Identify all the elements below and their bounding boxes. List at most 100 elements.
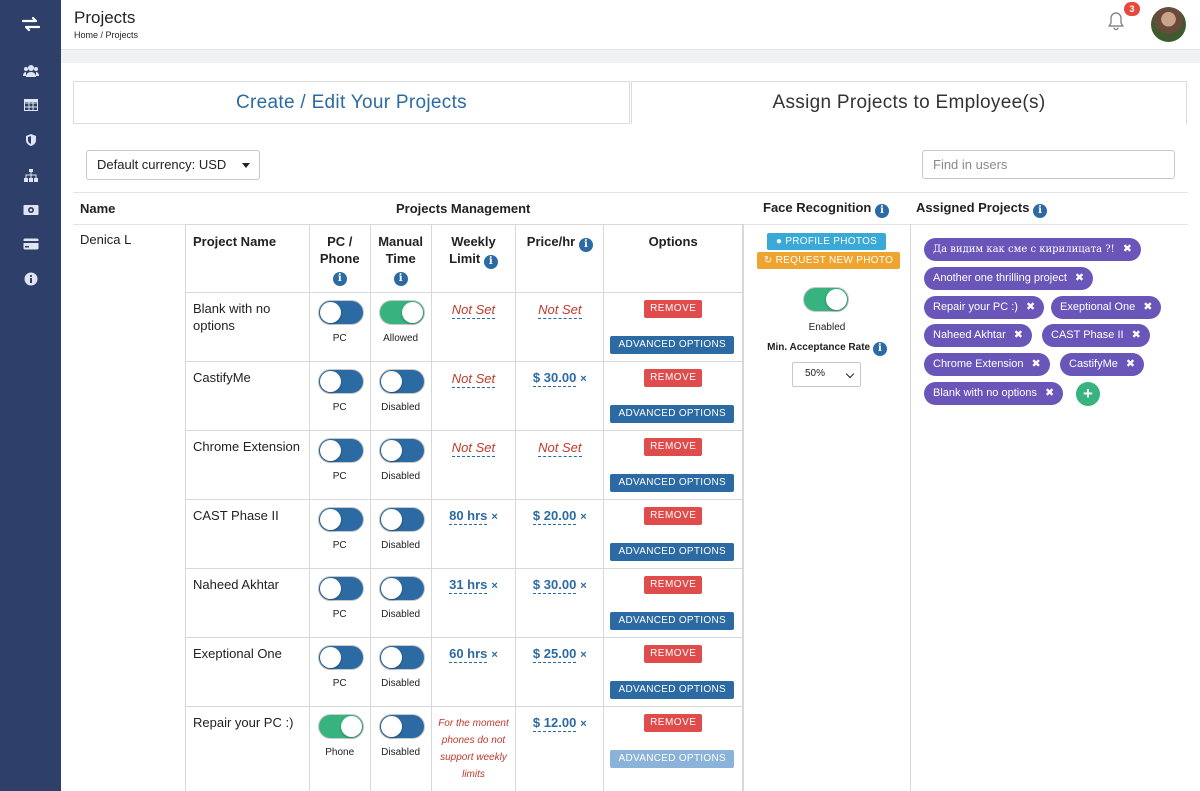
remove-button[interactable]: REMOVE <box>644 438 703 456</box>
assigned-project-chip[interactable]: Exeptional One ✖ <box>1051 296 1162 319</box>
remove-button[interactable]: REMOVE <box>644 714 703 732</box>
info-icon[interactable]: i <box>874 204 889 218</box>
assigned-project-chip[interactable]: Blank with no options ✖ <box>924 382 1064 405</box>
device-toggle[interactable] <box>317 507 364 532</box>
remove-chip-icon[interactable]: ✖ <box>1125 358 1136 370</box>
remove-chip-icon[interactable]: ✖ <box>1074 272 1085 284</box>
device-toggle[interactable] <box>317 300 364 325</box>
clear-icon[interactable]: × <box>491 511 498 523</box>
weekly-limit-link[interactable]: 80 hrs <box>449 508 488 525</box>
request-photo-button[interactable]: ↻ REQUEST NEW PHOTO <box>757 252 900 269</box>
price-link[interactable]: $ 20.00 <box>532 508 577 525</box>
weekly-limit-link[interactable]: Not Set <box>451 440 496 457</box>
table-row: Blank with no options PC Allowed Not Set… <box>186 293 743 362</box>
info-icon[interactable]: i <box>1033 204 1048 218</box>
assigned-project-chip[interactable]: Chrome Extension ✖ <box>924 353 1050 376</box>
price-link[interactable]: $ 25.00 <box>532 646 577 663</box>
search-input[interactable] <box>922 150 1175 179</box>
manual-time-toggle[interactable] <box>378 714 425 739</box>
column-assigned-projects-label: Assigned Projects <box>916 200 1030 215</box>
remove-chip-icon[interactable]: ✖ <box>1131 329 1141 341</box>
clear-icon[interactable]: × <box>580 511 587 523</box>
price-link[interactable]: $ 30.00 <box>532 370 577 387</box>
remove-button[interactable]: REMOVE <box>644 576 703 594</box>
device-toggle[interactable] <box>317 714 364 739</box>
table-icon[interactable] <box>0 93 61 117</box>
remove-button[interactable]: REMOVE <box>644 645 703 663</box>
clear-icon[interactable]: × <box>491 580 498 592</box>
clear-icon[interactable]: × <box>580 718 587 730</box>
assigned-project-chip[interactable]: Repair your PC :) ✖ <box>924 296 1045 319</box>
remove-button[interactable]: REMOVE <box>644 300 703 318</box>
manual-time-toggle[interactable] <box>378 507 425 532</box>
assigned-project-chip[interactable]: Naheed Akhtar ✖ <box>924 324 1032 347</box>
manual-time-toggle[interactable] <box>378 645 425 670</box>
manual-time-toggle[interactable] <box>378 369 425 394</box>
clear-icon[interactable]: × <box>491 649 498 661</box>
tab-create-projects[interactable]: Create / Edit Your Projects <box>73 81 630 124</box>
price-link[interactable]: Not Set <box>538 302 582 319</box>
price-link[interactable]: $ 12.00 <box>532 715 577 732</box>
device-toggle[interactable] <box>317 576 364 601</box>
project-name: CAST Phase II <box>193 508 279 523</box>
users-icon[interactable] <box>0 59 61 83</box>
assigned-project-chip[interactable]: Another one thrilling project ✖ <box>924 267 1094 290</box>
advanced-options-button[interactable]: ADVANCED OPTIONS <box>610 543 735 561</box>
info-icon[interactable]: i <box>872 342 887 356</box>
advanced-options-button[interactable]: ADVANCED OPTIONS <box>610 681 735 699</box>
manual-time-toggle[interactable] <box>378 438 425 463</box>
add-project-button[interactable]: + <box>1076 382 1100 406</box>
price-link[interactable]: $ 30.00 <box>532 577 577 594</box>
weekly-limit-link[interactable]: Not Set <box>451 371 496 388</box>
weekly-limit-link[interactable]: 31 hrs <box>449 577 488 594</box>
avatar[interactable] <box>1151 7 1186 42</box>
profile-photos-button[interactable]: ● PROFILE PHOTOS <box>767 233 886 250</box>
advanced-options-button[interactable]: ADVANCED OPTIONS <box>610 750 735 768</box>
info-icon[interactable]: i <box>578 238 593 252</box>
remove-chip-icon[interactable]: ✖ <box>1025 301 1036 313</box>
device-toggle[interactable] <box>317 438 364 463</box>
remove-chip-icon[interactable]: ✖ <box>1013 329 1023 341</box>
advanced-options-button[interactable]: ADVANCED OPTIONS <box>610 405 735 423</box>
device-toggle[interactable] <box>317 369 364 394</box>
sitemap-icon[interactable] <box>0 163 61 187</box>
currency-select[interactable]: Default currency: USD <box>86 150 260 180</box>
assigned-project-chip[interactable]: CastifyMe ✖ <box>1060 353 1145 376</box>
shield-icon[interactable] <box>0 128 61 152</box>
money-icon[interactable] <box>0 198 61 222</box>
remove-chip-icon[interactable]: ✖ <box>1031 358 1041 370</box>
info-icon[interactable]: i <box>483 255 498 269</box>
assigned-project-chip[interactable]: Да видим как сме с кирилицата ?! ✖ <box>924 238 1141 261</box>
acceptance-rate-select[interactable]: 50% <box>792 362 861 387</box>
bell-icon[interactable] <box>1107 11 1125 36</box>
advanced-options-button[interactable]: ADVANCED OPTIONS <box>610 336 735 354</box>
remove-chip-icon[interactable]: ✖ <box>1122 243 1132 255</box>
info-icon[interactable]: i <box>332 272 347 286</box>
project-name: Chrome Extension <box>193 439 300 454</box>
remove-button[interactable]: REMOVE <box>644 369 703 387</box>
toggle-knob <box>319 509 341 530</box>
remove-chip-icon[interactable]: ✖ <box>1143 301 1153 313</box>
clear-icon[interactable]: × <box>580 649 587 661</box>
clear-icon[interactable]: × <box>580 580 587 592</box>
credit-card-icon[interactable] <box>0 232 61 256</box>
weekly-limit-link[interactable]: Not Set <box>451 302 496 319</box>
transfer-icon[interactable] <box>0 12 61 36</box>
remove-button[interactable]: REMOVE <box>644 507 703 525</box>
manual-time-toggle[interactable] <box>378 300 425 325</box>
advanced-options-button[interactable]: ADVANCED OPTIONS <box>610 474 735 492</box>
manual-time-toggle[interactable] <box>378 576 425 601</box>
tab-assign-projects[interactable]: Assign Projects to Employee(s) <box>631 81 1187 124</box>
info-icon[interactable] <box>0 267 61 291</box>
assigned-project-chip[interactable]: CAST Phase II ✖ <box>1042 324 1150 347</box>
remove-chip-icon[interactable]: ✖ <box>1044 387 1055 399</box>
weekly-limit-value: 80 hrs × <box>432 508 516 525</box>
breadcrumb[interactable]: Home / Projects <box>74 30 139 40</box>
weekly-limit-link[interactable]: 60 hrs <box>449 646 488 663</box>
info-icon[interactable]: i <box>393 272 408 286</box>
face-recognition-toggle[interactable] <box>803 287 849 312</box>
advanced-options-button[interactable]: ADVANCED OPTIONS <box>610 612 735 630</box>
price-link[interactable]: Not Set <box>538 440 582 457</box>
device-toggle[interactable] <box>317 645 364 670</box>
clear-icon[interactable]: × <box>580 373 587 385</box>
